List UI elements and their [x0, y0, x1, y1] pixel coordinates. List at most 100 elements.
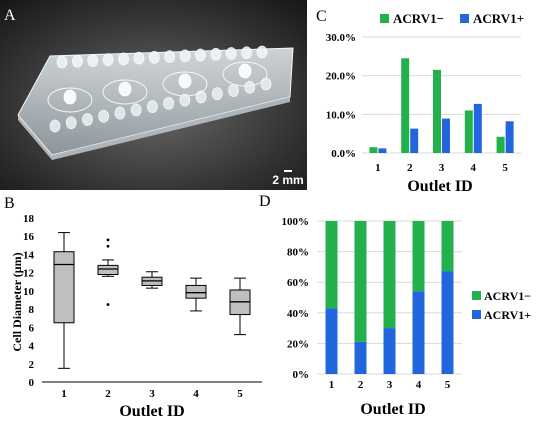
y-tick-label: 14	[23, 249, 35, 261]
bar-segment-acrv1-neg	[383, 221, 396, 329]
bar-segment-acrv1-pos	[354, 341, 367, 374]
chip-well	[118, 52, 129, 66]
legend-c: ACRV1− ACRV1+	[380, 11, 524, 26]
panel-a: A 2 mm	[0, 0, 307, 190]
x-tick-label: 3	[149, 388, 155, 400]
chip-well	[133, 51, 145, 65]
y-tick-label: 20%	[287, 338, 309, 350]
bar-segment-acrv1-neg	[325, 221, 338, 309]
panel-a-label: A	[4, 7, 16, 24]
legend-d-swatch-neg	[472, 291, 481, 300]
x-tick-label: 4	[193, 388, 199, 400]
panel-c-xlabel: Outlet ID	[407, 178, 472, 195]
y-tick-label: 8	[29, 304, 35, 316]
bar-segment-acrv1-neg	[354, 221, 367, 342]
bar	[464, 110, 473, 153]
chip-well	[102, 53, 114, 67]
x-tick-label: 1	[375, 162, 381, 174]
y-tick-label: 0	[29, 377, 35, 389]
chip-well	[260, 77, 272, 91]
bar-segment-acrv1-pos	[325, 308, 338, 374]
bar	[473, 103, 482, 153]
chip-well	[228, 84, 239, 97]
chip-well	[71, 54, 83, 68]
chip-well	[164, 50, 176, 64]
y-tick-label: 10.0%	[326, 109, 356, 121]
chip-well	[244, 80, 256, 94]
legend-c-label-pos: ACRV1+	[473, 11, 524, 26]
x-tick-label: 5	[445, 379, 451, 391]
x-tick-label: 1	[61, 388, 67, 400]
bar	[442, 118, 450, 153]
chip-well	[130, 103, 142, 117]
grouped-bar-chart: 0.0% 10.0% 20.0% 30.0% 1 2 3 4 5	[326, 32, 521, 174]
chip-well	[49, 119, 61, 133]
panel-b-ylabel: Cell Diameter (μm)	[10, 252, 24, 351]
y-tick-label: 16	[23, 231, 35, 243]
x-tick-label: 5	[502, 162, 508, 174]
stacked-bar-chart: 0% 20% 40% 60% 80% 100% 1 2 3 4 5	[282, 216, 462, 391]
panel-c-label: C	[316, 8, 327, 25]
chip-well	[241, 46, 253, 60]
chip-well	[195, 48, 206, 62]
y-tick-label: 6	[29, 322, 35, 334]
bar	[505, 121, 514, 153]
panel-c: C ACRV1− ACRV1+ 0.0% 10.0% 20.0% 30.0% 1 2 3 4 5…	[316, 8, 524, 195]
bar	[433, 69, 441, 153]
chip-well	[146, 100, 158, 114]
legend-c-label-neg: ACRV1−	[393, 11, 444, 26]
bar-segment-acrv1-pos	[383, 328, 396, 374]
bar	[410, 128, 419, 153]
bar	[369, 147, 378, 153]
chip-well	[65, 116, 77, 130]
chip-well	[87, 54, 99, 67]
bar	[378, 148, 387, 153]
y-tick-label: 40%	[287, 308, 309, 320]
panel-b-label: B	[4, 195, 15, 212]
y-tick-label: 60%	[287, 277, 309, 289]
chip-well	[225, 47, 237, 60]
bar	[496, 136, 505, 153]
chip-well	[114, 106, 126, 120]
y-tick-label: 20.0%	[326, 71, 356, 83]
bar-segment-acrv1-neg	[441, 221, 454, 272]
bar	[401, 58, 410, 154]
panel-b-xlabel: Outlet ID	[119, 403, 184, 420]
chip-well	[63, 89, 77, 105]
y-tick-label: 30.0%	[326, 32, 356, 44]
y-tick-label: 12	[23, 268, 35, 280]
x-tick-label: 1	[329, 379, 335, 391]
y-tick-label: 4	[29, 341, 35, 353]
chip-well	[211, 87, 223, 101]
bar-segment-acrv1-neg	[412, 221, 425, 292]
legend-d-swatch-pos	[472, 310, 481, 319]
panel-d: D 0%20%40%60%80%100%1 2 3 4 5 ACRV1− ACRV1+ …	[259, 193, 531, 418]
legend-d-label-neg: ACRV1−	[484, 289, 531, 303]
box	[185, 284, 207, 299]
y-tick-label: 80%	[287, 247, 309, 259]
panel-d-xlabel: Outlet ID	[360, 401, 425, 418]
y-tick-label: 0%	[293, 369, 310, 381]
y-tick-label: 100%	[282, 216, 310, 228]
x-tick-label: 2	[105, 388, 111, 400]
chip-well	[179, 93, 191, 107]
bar-segment-acrv1-pos	[412, 291, 425, 374]
bar-segment-acrv1-pos	[441, 271, 454, 374]
chip-well	[179, 49, 191, 63]
box	[53, 251, 75, 324]
scale-bar-label: 2 mm	[272, 173, 303, 187]
outlier-point	[106, 238, 110, 242]
x-tick-label: 4	[471, 162, 477, 174]
chip-well	[118, 81, 132, 97]
panel-d-label: D	[259, 193, 271, 210]
x-tick-label: 3	[439, 162, 445, 174]
chip-chamber	[102, 79, 148, 105]
chip-well	[256, 45, 268, 59]
microfluidic-chip	[17, 45, 294, 160]
y-tick-label: 18	[23, 213, 35, 225]
legend-d: ACRV1− ACRV1+	[472, 289, 531, 322]
chip-well	[178, 73, 192, 89]
chip-well	[210, 47, 222, 61]
